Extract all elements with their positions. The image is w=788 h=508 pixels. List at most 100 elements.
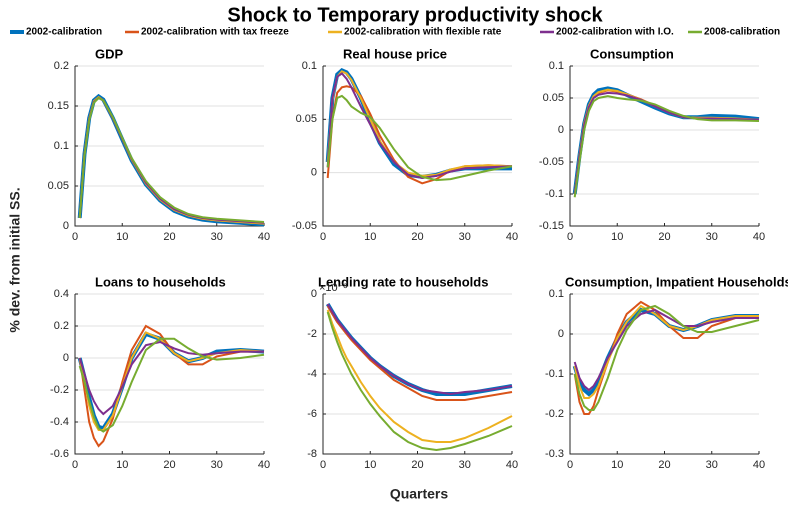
axes xyxy=(74,66,264,227)
x-tick-label: 10 xyxy=(364,231,376,243)
x-tick-label: 40 xyxy=(258,459,270,471)
axes xyxy=(74,294,264,455)
y-tick-label: 0 xyxy=(558,328,564,340)
panel-title: Lending rate to households xyxy=(318,274,488,289)
x-tick-label: 0 xyxy=(320,459,326,471)
legend-label: 2002-calibration with flexible rate xyxy=(344,27,502,38)
x-tick-label: 10 xyxy=(364,459,376,471)
y-tick-label: 0 xyxy=(63,352,69,364)
x-tick-label: 0 xyxy=(72,459,78,471)
y-tick-label: 0 xyxy=(311,288,317,300)
x-tick-label: 40 xyxy=(258,231,270,243)
axes xyxy=(322,66,512,227)
series-line xyxy=(78,331,265,431)
y-tick-label: 0.05 xyxy=(48,180,69,192)
y-tick-label: -0.05 xyxy=(539,156,564,168)
y-tick-label: 0.15 xyxy=(48,100,69,112)
legend-label: 2002-calibration with I.O. xyxy=(556,27,674,38)
legend-label: 2002-calibration xyxy=(26,27,102,38)
series-line xyxy=(326,309,513,443)
series-line xyxy=(78,337,265,433)
x-tick-label: 0 xyxy=(72,231,78,243)
x-tick-label: 10 xyxy=(611,459,623,471)
y-tick-label: 0 xyxy=(311,167,317,179)
series-line xyxy=(78,96,265,223)
y-tick-label: -6 xyxy=(307,408,317,420)
panel-title: Real house price xyxy=(343,46,447,61)
x-tick-label: 40 xyxy=(753,231,765,243)
series-line xyxy=(572,86,760,195)
x-tick-label: 30 xyxy=(211,459,223,471)
x-tick-label: 40 xyxy=(506,459,518,471)
series-line xyxy=(573,91,760,195)
series-line xyxy=(573,89,760,195)
x-tick-label: 30 xyxy=(706,459,718,471)
series-line xyxy=(326,72,513,180)
series-line xyxy=(573,300,759,415)
x-tick-label: 10 xyxy=(116,459,128,471)
legend-label: 2002-calibration with tax freeze xyxy=(141,27,289,38)
y-tick-label: 0.05 xyxy=(543,92,564,104)
axes xyxy=(569,66,759,227)
series-line xyxy=(326,70,513,177)
series-line xyxy=(326,305,513,401)
y-tick-label: -0.15 xyxy=(539,220,564,232)
series-line xyxy=(573,308,759,392)
x-tick-label: 40 xyxy=(753,459,765,471)
panel-title: Consumption xyxy=(590,46,674,61)
series-line xyxy=(573,304,760,411)
legend-label: 2008-calibration xyxy=(704,27,780,38)
figure-title: Shock to Temporary productivity shock xyxy=(227,4,603,26)
x-tick-label: 20 xyxy=(163,459,175,471)
y-tick-label: -4 xyxy=(307,368,317,380)
y-tick-label: 0.05 xyxy=(296,113,317,125)
x-tick-label: 10 xyxy=(611,231,623,243)
y-tick-label: 0.1 xyxy=(302,60,317,72)
x-tick-label: 30 xyxy=(459,459,471,471)
series-line xyxy=(78,340,264,416)
x-tick-label: 20 xyxy=(658,231,670,243)
y-tick-label: -0.2 xyxy=(545,408,564,420)
y-tick-label: 0.1 xyxy=(549,288,564,300)
x-tick-label: 20 xyxy=(658,459,670,471)
y-tick-label: 0 xyxy=(558,124,564,136)
y-multiplier: ×10⁻³ xyxy=(319,282,347,294)
y-tick-label: 0.4 xyxy=(54,288,69,300)
x-axis-label: Quarters xyxy=(390,486,449,502)
y-tick-label: 0 xyxy=(63,220,69,232)
y-tick-label: -2 xyxy=(307,328,317,340)
panel-title: GDP xyxy=(95,46,124,61)
series-line xyxy=(78,324,264,448)
series-line xyxy=(326,303,513,396)
x-tick-label: 20 xyxy=(411,459,423,471)
x-tick-label: 0 xyxy=(567,231,573,243)
y-tick-label: -0.3 xyxy=(545,448,564,460)
y-tick-label: -0.2 xyxy=(50,384,69,396)
x-tick-label: 0 xyxy=(320,231,326,243)
y-tick-label: 0.1 xyxy=(54,140,69,152)
y-tick-label: 0.2 xyxy=(54,320,69,332)
x-tick-label: 40 xyxy=(506,231,518,243)
x-tick-label: 10 xyxy=(116,231,128,243)
series-line xyxy=(326,311,513,452)
x-tick-label: 30 xyxy=(706,231,718,243)
panel-title: Loans to households xyxy=(95,274,226,289)
x-tick-label: 20 xyxy=(411,231,423,243)
y-tick-label: -0.6 xyxy=(50,448,69,460)
series-line xyxy=(573,88,760,195)
y-axis-label: % dev. from initial SS. xyxy=(7,187,23,332)
y-tick-label: -0.1 xyxy=(545,368,564,380)
y-tick-label: -0.05 xyxy=(292,220,317,232)
series-line xyxy=(78,96,265,224)
x-tick-label: 0 xyxy=(567,459,573,471)
axes xyxy=(322,294,512,455)
y-tick-label: -0.4 xyxy=(50,416,69,428)
series-line xyxy=(326,94,513,182)
series-line xyxy=(573,95,760,198)
x-tick-label: 30 xyxy=(211,231,223,243)
y-tick-label: 0.1 xyxy=(549,60,564,72)
axes xyxy=(569,294,759,455)
y-tick-label: -0.1 xyxy=(545,188,564,200)
y-tick-label: 0.2 xyxy=(54,60,69,72)
